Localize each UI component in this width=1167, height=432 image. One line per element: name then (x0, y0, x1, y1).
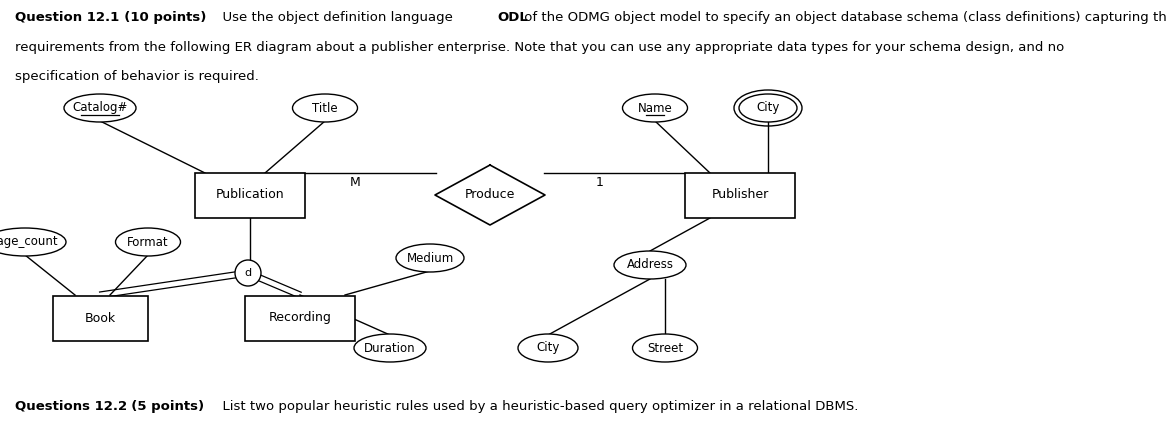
Text: Title: Title (313, 102, 337, 114)
Text: Use the object definition language: Use the object definition language (214, 11, 457, 24)
Text: specification of behavior is required.: specification of behavior is required. (15, 70, 259, 83)
Polygon shape (435, 165, 545, 225)
Text: Recording: Recording (268, 311, 331, 324)
Ellipse shape (396, 244, 464, 272)
Ellipse shape (293, 94, 357, 122)
Bar (195, 172, 305, 217)
Text: City: City (756, 102, 780, 114)
Ellipse shape (739, 94, 797, 122)
Text: List two popular heuristic rules used by a heuristic-based query optimizer in a : List two popular heuristic rules used by… (214, 400, 859, 413)
Text: Page_count: Page_count (0, 235, 58, 248)
Ellipse shape (633, 334, 698, 362)
Text: Question 12.1: Question 12.1 (15, 11, 119, 24)
Text: City: City (537, 342, 560, 355)
Text: Questions 12.2: Questions 12.2 (15, 400, 127, 413)
Text: (10 points): (10 points) (114, 11, 207, 24)
Ellipse shape (622, 94, 687, 122)
Text: Duration: Duration (364, 342, 415, 355)
Text: requirements from the following ER diagram about a publisher enterprise. Note th: requirements from the following ER diagr… (15, 41, 1064, 54)
Text: (5 points): (5 points) (123, 400, 204, 413)
Text: Street: Street (647, 342, 683, 355)
Bar (245, 295, 355, 340)
Text: Address: Address (627, 258, 673, 271)
Ellipse shape (64, 94, 137, 122)
Text: Publisher: Publisher (712, 188, 769, 201)
Text: M: M (350, 177, 361, 190)
Bar (685, 172, 795, 217)
Circle shape (235, 260, 261, 286)
Text: Publication: Publication (216, 188, 285, 201)
Text: Format: Format (127, 235, 169, 248)
Text: Medium: Medium (406, 251, 454, 264)
Text: Name: Name (637, 102, 672, 114)
Bar (53, 295, 147, 340)
Text: Catalog#: Catalog# (72, 102, 127, 114)
Text: d: d (244, 268, 252, 278)
Text: 1: 1 (596, 177, 605, 190)
Ellipse shape (354, 334, 426, 362)
Text: Produce: Produce (464, 188, 515, 201)
Text: Book: Book (84, 311, 116, 324)
Ellipse shape (614, 251, 686, 279)
Ellipse shape (0, 228, 67, 256)
Ellipse shape (116, 228, 181, 256)
Text: ODL: ODL (497, 11, 529, 24)
Text: of the ODMG object model to specify an object database schema (class definitions: of the ODMG object model to specify an o… (520, 11, 1167, 24)
Ellipse shape (518, 334, 578, 362)
